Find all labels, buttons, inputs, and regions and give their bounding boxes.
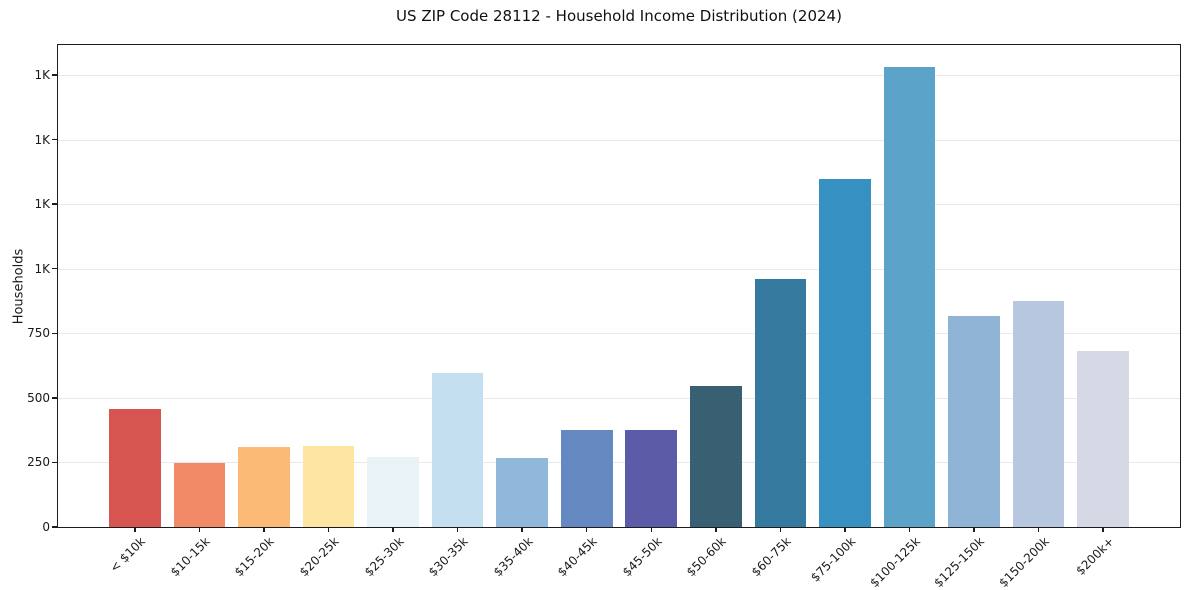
y-tick-label: 1K [34,132,50,147]
y-tick-mark [52,267,57,270]
y-tick-label: 0 [42,520,50,534]
x-tick-label-text: $20-25k [296,534,342,580]
bar [302,445,355,527]
plot-area [58,45,1180,527]
x-tick-label-text: $125-150k [931,534,988,590]
bar [690,385,742,527]
gridline [58,268,1180,270]
gridline [58,204,1180,206]
x-tick-mark [844,527,846,532]
x-tick-label-text: $60-75k [748,534,794,580]
y-tick-mark [52,203,57,205]
bar [496,457,548,527]
x-tick-mark [198,527,201,532]
x-tick-mark [715,527,717,532]
x-tick-label-text: $200k+ [1072,534,1117,578]
x-tick-mark [134,527,136,532]
y-axis-label: Households [11,248,27,325]
chart-title: US ZIP Code 28112 - Household Income Dis… [396,7,842,25]
bar [754,278,807,527]
x-tick-label-text: $150-200k [996,534,1052,590]
y-tick-mark [52,138,57,141]
x-tick-mark [263,527,265,532]
x-tick-mark [1037,527,1040,532]
x-tick-label-text: $30-35k [425,534,471,580]
bar [948,315,1000,527]
x-tick-label-text: $45-50k [619,534,665,580]
y-tick-label: 500 [27,390,50,405]
bar [238,447,290,527]
bar [109,409,161,527]
y-tick-mark [52,332,57,335]
x-tick-mark [456,527,459,532]
gridline [58,397,1180,399]
y-tick-label: 750 [27,326,50,341]
y-tick-label: 1K [34,261,50,276]
gridline [58,462,1180,464]
x-tick-label-text: $15-20k [232,534,278,580]
bar [819,179,871,527]
bar [883,66,936,527]
bar [431,373,484,527]
x-tick-label-text: $75-100k [807,534,859,585]
x-tick-mark [327,527,330,532]
y-tick-mark [52,526,57,528]
x-tick-mark [973,527,975,532]
x-tick-mark [585,527,588,532]
x-tick-label-text: $50-60k [684,534,730,580]
x-tick-label-text: $25-30k [361,534,407,580]
bar [1012,301,1065,527]
gridline [58,139,1180,141]
y-tick-label: 1K [34,67,50,82]
x-tick-label-text: $35-40k [490,534,536,580]
bar [560,430,613,527]
y-tick-mark [52,397,57,399]
x-tick-mark [650,527,653,532]
x-tick-label-text: $10-15k [167,534,213,580]
bar [1077,351,1129,527]
x-tick-label-text: $100-125k [867,534,923,590]
x-tick-label-text: < $10k [107,534,148,576]
gridline [58,333,1180,335]
bar [173,463,226,527]
y-tick-label: 1K [34,197,50,212]
bar [367,457,419,527]
y-tick-mark [52,461,57,464]
y-tick-label: 250 [27,455,50,470]
x-tick-mark [521,527,523,532]
x-tick-label-text: $40-45k [555,534,600,580]
y-tick-mark [52,74,57,76]
bar [625,430,678,527]
gridline [58,74,1180,76]
x-tick-mark [779,527,782,532]
x-tick-mark [392,527,394,532]
x-tick-mark [1102,527,1104,532]
x-tick-mark [908,527,911,532]
